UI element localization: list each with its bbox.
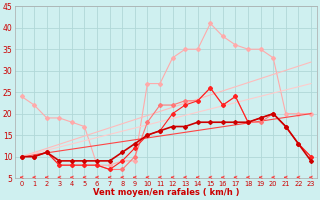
X-axis label: Vent moyen/en rafales ( km/h ): Vent moyen/en rafales ( km/h ) (93, 188, 239, 197)
